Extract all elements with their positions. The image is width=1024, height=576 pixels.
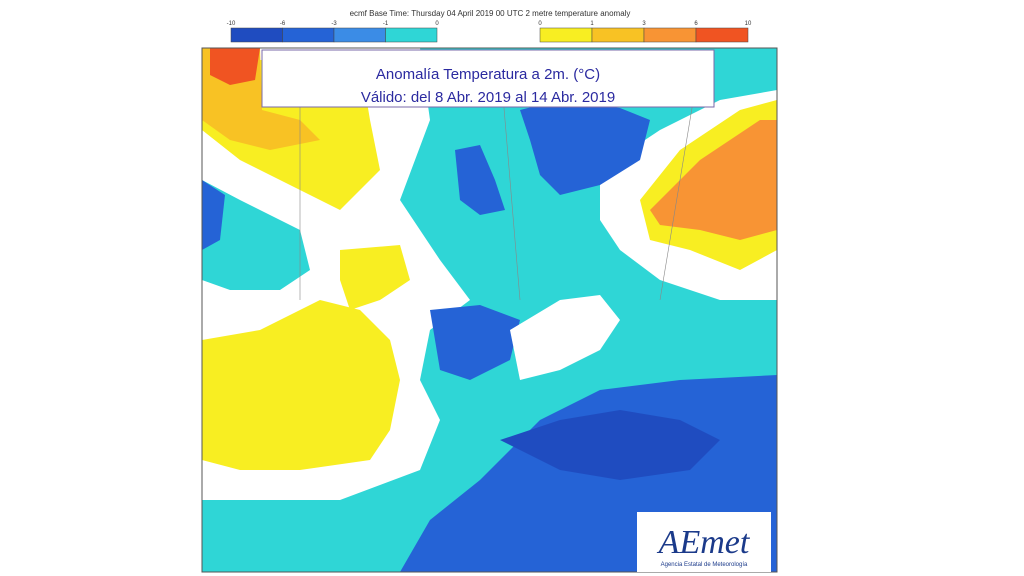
warm-area [210,48,260,85]
legend-label: 0 [538,21,542,27]
legend-swatch [333,27,386,43]
legend-label: -1 [383,21,389,27]
legend-label: -10 [227,21,236,27]
legend-swatch [643,27,697,43]
cold-area [500,410,720,480]
logo-name: AEmet [657,524,751,561]
warm-area [340,245,410,310]
legend-label: -6 [280,21,286,27]
cold-area [430,305,520,380]
map [201,47,778,573]
legend-label: 3 [642,21,646,27]
map-frame [201,47,778,573]
logo-subtitle: Agencia Estatal de Meteorología [661,562,748,568]
title-line: Anomalía Temperatura a 2m. (°C) [376,66,600,83]
legend-label: 6 [694,21,698,27]
neutral-area [510,295,620,380]
legend-swatch [282,27,335,43]
legend-swatch [385,27,438,43]
header-text: ecmf Base Time: Thursday 04 April 2019 0… [350,9,631,18]
logo-box [637,512,771,572]
warm-area [202,300,400,470]
legend-swatch [230,27,283,43]
cold-area [455,145,505,215]
legend-label: 10 [745,21,752,27]
warm-area [650,120,777,240]
title-box [261,49,715,108]
legend-label: 0 [435,21,439,27]
title-line: Válido: del 8 Abr. 2019 al 14 Abr. 2019 [361,89,615,106]
cold-area [202,180,225,250]
cool-area [202,180,310,290]
legend-swatch [591,27,645,43]
legend-label: 1 [590,21,594,27]
legend: -10 -6 -3 -1 0 0 1 3 6 10 [227,21,752,43]
legend-label: -3 [331,21,337,27]
legend-swatch [539,27,593,43]
legend-swatch [695,27,749,43]
cold-area [520,100,650,195]
